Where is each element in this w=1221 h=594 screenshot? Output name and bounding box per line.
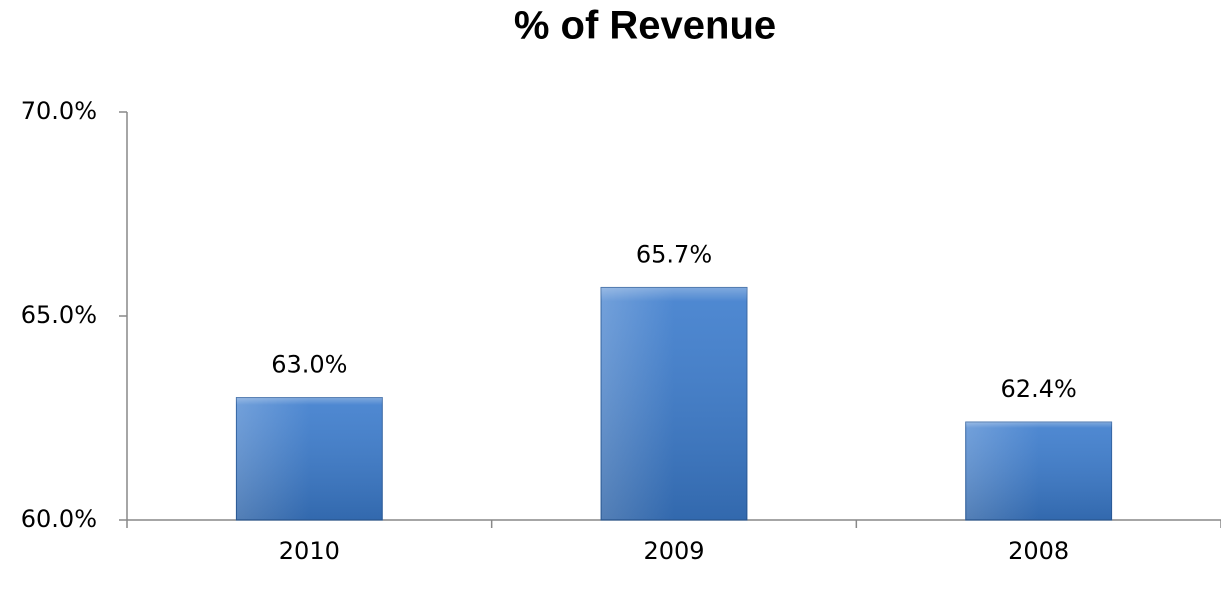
value-label: 62.4% (1001, 375, 1077, 403)
x-tick-label: 2009 (643, 537, 704, 565)
value-label: 63.0% (271, 351, 347, 379)
y-tick-label: 60.0% (21, 505, 97, 533)
bar (235, 397, 383, 521)
chart-title: % of Revenue (514, 4, 776, 48)
x-tick-label: 2008 (1008, 537, 1069, 565)
value-label: 65.7% (636, 240, 712, 268)
bar (600, 286, 748, 521)
y-tick-label: 70.0% (21, 97, 97, 125)
y-tick-label: 65.0% (21, 301, 97, 329)
x-tick-label: 2010 (279, 537, 340, 565)
bar (965, 421, 1113, 521)
